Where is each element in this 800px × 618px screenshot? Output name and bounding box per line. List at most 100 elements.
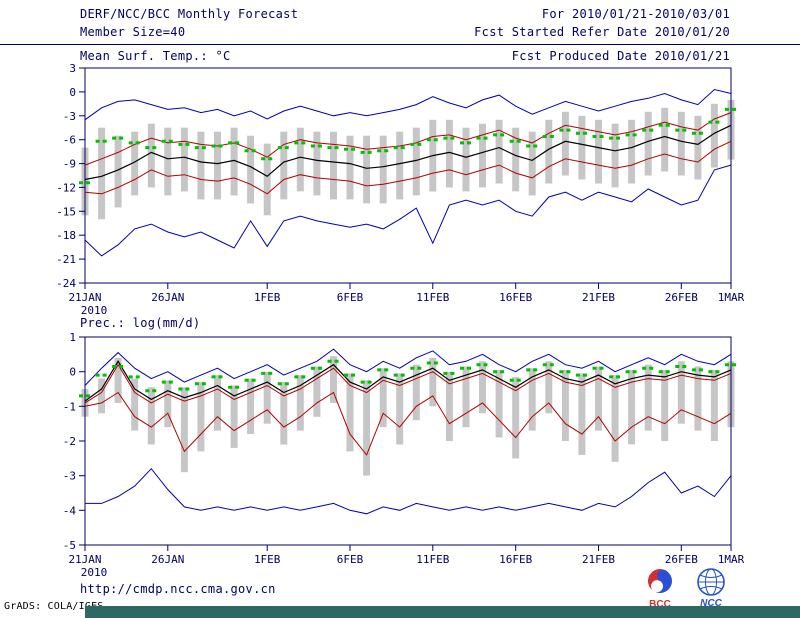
ensemble-range-bar — [296, 127, 304, 192]
ensemble-range-bar — [595, 119, 602, 184]
ensemble-range-bar — [230, 385, 238, 448]
bottom-bar — [85, 606, 800, 618]
x-tick-label: 6FEB — [337, 291, 364, 304]
spread-lower-line — [84, 140, 732, 195]
ensemble-range-bar — [147, 387, 155, 445]
ensemble-range-bar — [197, 382, 205, 452]
ensemble-range-bar — [180, 127, 188, 192]
ensemble-range-bar — [412, 127, 420, 196]
ensemble-range-bar — [462, 366, 470, 428]
x-tick-label: 1FEB — [254, 553, 281, 566]
x-tick-label: 1MAR — [718, 553, 745, 566]
y-tick-label: -1 — [63, 400, 76, 413]
ensemble-range-bar — [479, 361, 486, 414]
x-tick-label: 16FEB — [499, 553, 532, 566]
ensemble-range-bar — [131, 131, 139, 196]
ensemble-range-bar — [396, 131, 404, 200]
ensemble-range-bar — [445, 119, 453, 188]
ensemble-range-bar — [561, 369, 569, 441]
bcc-logo-label: BCC — [649, 599, 671, 610]
ensemble-range-bar — [98, 378, 106, 414]
ensemble-mean-line — [84, 124, 732, 181]
ensemble-range-bar — [346, 135, 354, 200]
ensemble-max-line — [84, 88, 732, 121]
ensemble-range-bar — [280, 131, 288, 200]
ensemble-range-bar — [611, 123, 619, 188]
y-tick-label: -15 — [56, 205, 76, 218]
y-tick-label: -5 — [63, 539, 76, 552]
x-tick-label: 26JAN — [151, 553, 184, 566]
ensemble-range-bar — [98, 127, 106, 220]
ensemble-range-bar — [578, 115, 586, 180]
ensemble-range-bar — [379, 135, 387, 204]
x-tick-label: 1FEB — [254, 291, 281, 304]
x-tick-label: 26JAN — [151, 291, 184, 304]
x-axis-year-label: 2010 — [81, 304, 108, 317]
ensemble-range-bar — [528, 368, 536, 431]
ensemble-range-bar — [512, 376, 520, 459]
chart1-variable-label: Mean Surf. Temp.: °C — [80, 49, 231, 63]
y-tick-label: 3 — [69, 62, 76, 75]
ensemble-range-bar — [114, 135, 122, 208]
y-tick-label: 0 — [69, 86, 76, 99]
ensemble-range-bar — [313, 366, 321, 417]
ensemble-range-bar — [611, 375, 619, 462]
ensemble-range-bar — [147, 123, 155, 188]
ensemble-range-bar — [628, 369, 636, 445]
ensemble-range-bar — [263, 143, 271, 216]
ensemble-range-bar — [313, 131, 321, 196]
x-tick-label: 11FEB — [416, 291, 449, 304]
ensemble-range-bar — [214, 375, 221, 431]
ensemble-range-bar — [164, 127, 172, 196]
y-tick-label: 1 — [69, 331, 76, 344]
y-tick-label: 0 — [69, 366, 76, 379]
x-axis-year-label: 2010 — [81, 566, 108, 579]
ensemble-range-bar — [661, 107, 669, 172]
x-tick-label: 21JAN — [68, 553, 101, 566]
ensemble-range-bar — [545, 119, 553, 184]
ensemble-range-bar — [595, 366, 602, 431]
ensemble-range-bar — [694, 366, 702, 431]
x-tick-label: 21FEB — [582, 291, 615, 304]
y-tick-label: -21 — [56, 253, 76, 266]
ensemble-range-bar — [462, 127, 470, 192]
bcc-swirl-icon — [648, 569, 672, 593]
x-tick-label: 1MAR — [718, 291, 745, 304]
ensemble-range-bar — [429, 357, 437, 407]
ensemble-range-bar — [445, 371, 453, 441]
header-row-1: DERF/NCC/BCC Monthly Forecast For 2010/0… — [0, 7, 800, 21]
footer-logos: BCC NCC — [640, 566, 760, 610]
ensemble-range-bar — [263, 371, 271, 424]
header-row-2: Member Size=40 Fcst Started Refer Date 2… — [0, 25, 800, 39]
ensemble-range-bar — [164, 380, 172, 428]
y-tick-label: -2 — [63, 435, 76, 448]
forecast-range: For 2010/01/21-2010/03/01 — [541, 7, 730, 21]
ensemble-range-bar — [197, 131, 205, 200]
header-row-3: Mean Surf. Temp.: °C Fcst Produced Date … — [0, 49, 800, 63]
chart2-variable-label: Prec.: log(mm/d) — [80, 316, 201, 330]
ensemble-range-bar — [247, 378, 255, 435]
ensemble-range-bar — [677, 111, 685, 176]
ensemble-range-bar — [512, 127, 520, 192]
grads-credit: GrADS: COLA/IGES — [4, 601, 104, 612]
header-divider — [0, 44, 800, 45]
ensemble-range-bar — [710, 103, 718, 168]
ensemble-range-bar — [280, 382, 288, 445]
ensemble-range-bar — [296, 375, 304, 431]
ensemble-range-bar — [561, 111, 569, 176]
figure-title: DERF/NCC/BCC Monthly Forecast — [80, 7, 299, 21]
ensemble-range-bar — [330, 131, 337, 200]
x-tick-label: 21FEB — [582, 553, 615, 566]
x-tick-label: 26FEB — [665, 291, 698, 304]
ensemble-range-bar — [495, 369, 503, 438]
ensemble-min-line — [84, 164, 732, 257]
y-tick-label: -4 — [63, 504, 77, 517]
x-tick-label: 26FEB — [665, 553, 698, 566]
x-tick-label: 21JAN — [68, 291, 101, 304]
ensemble-range-bar — [214, 131, 221, 200]
ncc-logo-label: NCC — [700, 598, 722, 609]
spread-upper-line — [84, 112, 732, 166]
ensemble-mean-line — [84, 360, 732, 402]
ensemble-range-bar — [363, 135, 371, 204]
